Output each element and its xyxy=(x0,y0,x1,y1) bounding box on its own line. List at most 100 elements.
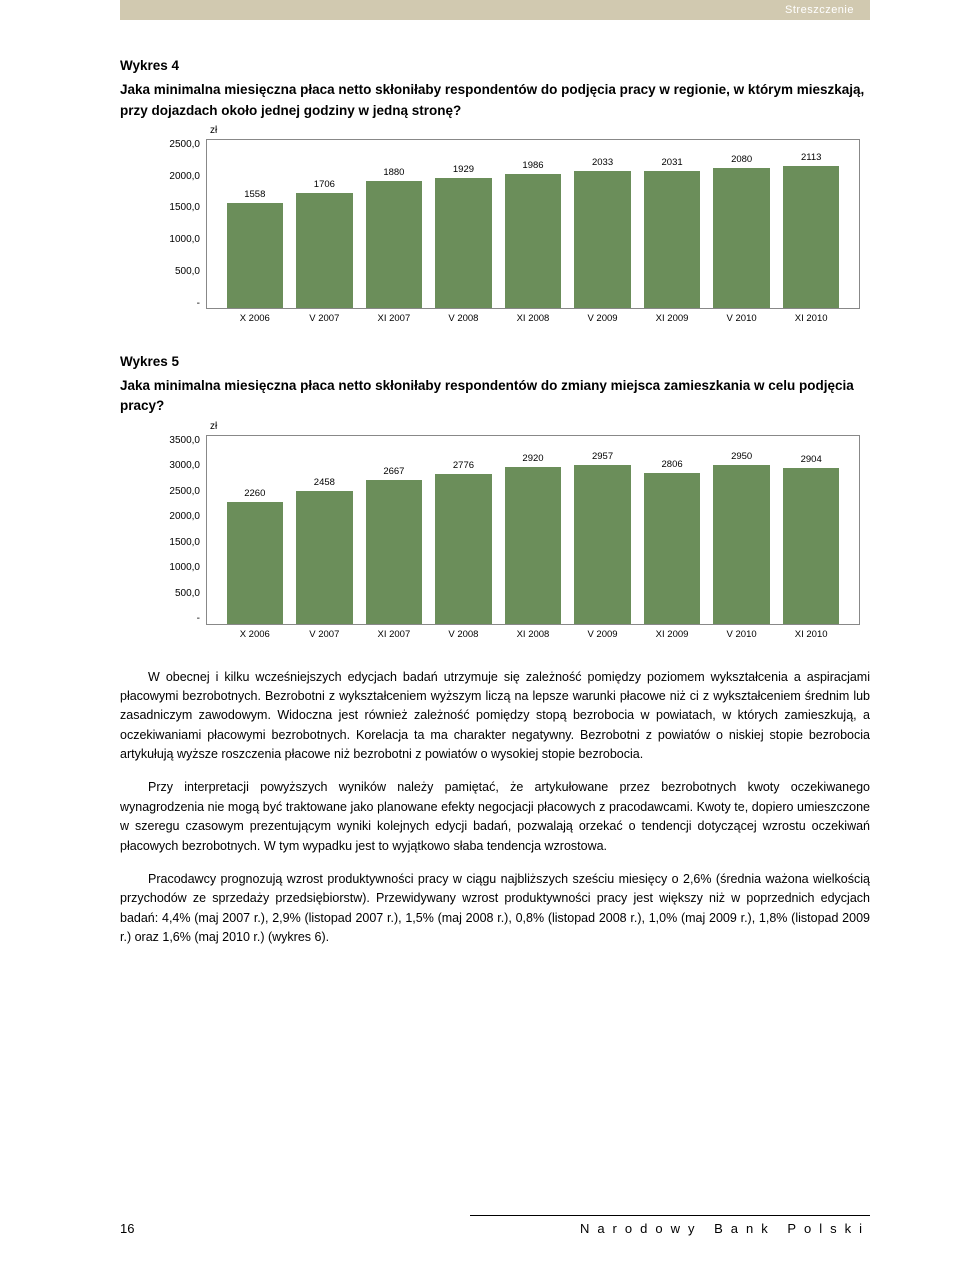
bar-column: 2957 xyxy=(574,436,630,624)
y-tick-label: 500,0 xyxy=(175,588,200,599)
x-tick-label: X 2006 xyxy=(227,313,283,324)
section-tab: Streszczenie xyxy=(120,0,870,20)
bar-value-label: 2458 xyxy=(314,477,335,488)
bar-column: 2031 xyxy=(644,140,700,308)
y-tick-label: 1000,0 xyxy=(169,234,200,245)
x-tick-label: V 2009 xyxy=(574,313,630,324)
publisher-label: Narodowy Bank Polski xyxy=(580,1221,870,1236)
bar-column: 2667 xyxy=(366,436,422,624)
bar-value-label: 2904 xyxy=(801,454,822,465)
chart-5-plot: 2260 2458 2667 2776 2920 2957 2806 2950 2904 xyxy=(206,435,860,625)
bar-value-label: 2080 xyxy=(731,154,752,165)
bar-value-label: 2806 xyxy=(662,459,683,470)
bar xyxy=(435,474,491,623)
bar xyxy=(574,465,630,624)
bar xyxy=(644,473,700,624)
bar-column: 2950 xyxy=(713,436,769,624)
bar-value-label: 2920 xyxy=(522,453,543,464)
bar xyxy=(713,168,769,308)
x-tick-label: V 2008 xyxy=(435,629,491,640)
x-tick-label: XI 2007 xyxy=(366,313,422,324)
chart-5: zł 3500,03000,02500,02000,01500,01000,05… xyxy=(160,435,860,640)
bar xyxy=(644,171,700,307)
bar-column: 1929 xyxy=(435,140,491,308)
bar-value-label: 2950 xyxy=(731,451,752,462)
chart-4-plot: 1558 1706 1880 1929 1986 2033 2031 2080 2113 xyxy=(206,139,860,309)
footer-rule xyxy=(470,1215,870,1216)
y-tick-label: 3500,0 xyxy=(169,435,200,446)
bar-column: 2113 xyxy=(783,140,839,308)
page-number: 16 xyxy=(120,1221,134,1236)
x-tick-label: V 2008 xyxy=(435,313,491,324)
x-tick-label: XI 2009 xyxy=(644,313,700,324)
x-tick-label: XI 2009 xyxy=(644,629,700,640)
x-tick-label: XI 2008 xyxy=(505,313,561,324)
bar-value-label: 2776 xyxy=(453,460,474,471)
bar-value-label: 2260 xyxy=(244,488,265,499)
bar-value-label: 2667 xyxy=(383,466,404,477)
chart-4-block: Wykres 4 Jaka minimalna miesięczna płaca… xyxy=(120,56,870,324)
paragraph-3: Pracodawcy prognozują wzrost produktywno… xyxy=(120,870,870,948)
bar-value-label: 1929 xyxy=(453,164,474,175)
y-tick-label: 500,0 xyxy=(175,266,200,277)
bar xyxy=(574,171,630,308)
x-tick-label: XI 2010 xyxy=(783,629,839,640)
chart-5-y-axis: 3500,0 3000,0 2500,0 2000,0 1500,0 1000,0 500,… xyxy=(160,435,206,625)
bar-column: 1558 xyxy=(227,140,283,308)
bar-column: 1986 xyxy=(505,140,561,308)
chart-4-title: Wykres 4 xyxy=(120,56,870,76)
bar xyxy=(713,465,769,623)
y-tick-label: 3000,0 xyxy=(169,460,200,471)
bar xyxy=(296,491,352,623)
y-tick-label: 1500,0 xyxy=(169,537,200,548)
y-tick-label: 2000,0 xyxy=(169,171,200,182)
bar-value-label: 2033 xyxy=(592,157,613,168)
bar-column: 2033 xyxy=(574,140,630,308)
bar-column: 2776 xyxy=(435,436,491,624)
bar xyxy=(505,467,561,624)
chart-4: zł 2500,02000,01500,01000,0500,0- 155817… xyxy=(160,139,860,324)
bar xyxy=(435,178,491,308)
bar-value-label: 2031 xyxy=(662,157,683,168)
bar xyxy=(505,174,561,307)
bar-value-label: 1880 xyxy=(383,167,404,178)
chart-4-y-unit: zł xyxy=(210,125,217,136)
chart-5-bars: 2260 2458 2667 2776 2920 2957 2806 2950 2904 xyxy=(207,436,859,624)
y-tick-label: 2000,0 xyxy=(169,511,200,522)
x-tick-label: V 2007 xyxy=(296,313,352,324)
y-tick-label: 2500,0 xyxy=(169,139,200,150)
paragraph-2: Przy interpretacji powyższych wyników na… xyxy=(120,778,870,856)
bar xyxy=(366,181,422,307)
bar-column: 1706 xyxy=(296,140,352,308)
x-tick-label: X 2006 xyxy=(227,629,283,640)
y-tick-label: 1500,0 xyxy=(169,202,200,213)
bar-value-label: 2113 xyxy=(801,152,821,163)
bar xyxy=(783,468,839,624)
bar xyxy=(783,166,839,308)
y-tick-label: - xyxy=(197,298,200,309)
bar xyxy=(227,502,283,623)
chart-4-y-axis: 2500,0 2000,0 1500,0 1000,0 500,0 - xyxy=(160,139,206,309)
bar-value-label: 1986 xyxy=(522,160,543,171)
chart-5-x-axis: X 2006V 2007XI 2007V 2008XI 2008V 2009XI… xyxy=(206,625,860,640)
document-page: Streszczenie Wykres 4 Jaka minimalna mie… xyxy=(0,0,960,1270)
bar xyxy=(366,480,422,623)
bar xyxy=(296,193,352,308)
x-tick-label: V 2010 xyxy=(713,313,769,324)
bar-column: 2904 xyxy=(783,436,839,624)
bar-column: 1880 xyxy=(366,140,422,308)
x-tick-label: V 2010 xyxy=(713,629,769,640)
x-tick-label: XI 2010 xyxy=(783,313,839,324)
chart-5-title: Wykres 5 xyxy=(120,352,870,372)
header-bar: Streszczenie xyxy=(120,0,870,20)
y-tick-label: 1000,0 xyxy=(169,562,200,573)
bar-value-label: 2957 xyxy=(592,451,613,462)
bar-column: 2806 xyxy=(644,436,700,624)
bar-column: 2458 xyxy=(296,436,352,624)
page-footer: 16 Narodowy Bank Polski xyxy=(120,1221,870,1236)
x-tick-label: V 2007 xyxy=(296,629,352,640)
bar-column: 2920 xyxy=(505,436,561,624)
bar-value-label: 1706 xyxy=(314,179,335,190)
bar-value-label: 1558 xyxy=(244,189,265,200)
y-tick-label: 2500,0 xyxy=(169,486,200,497)
